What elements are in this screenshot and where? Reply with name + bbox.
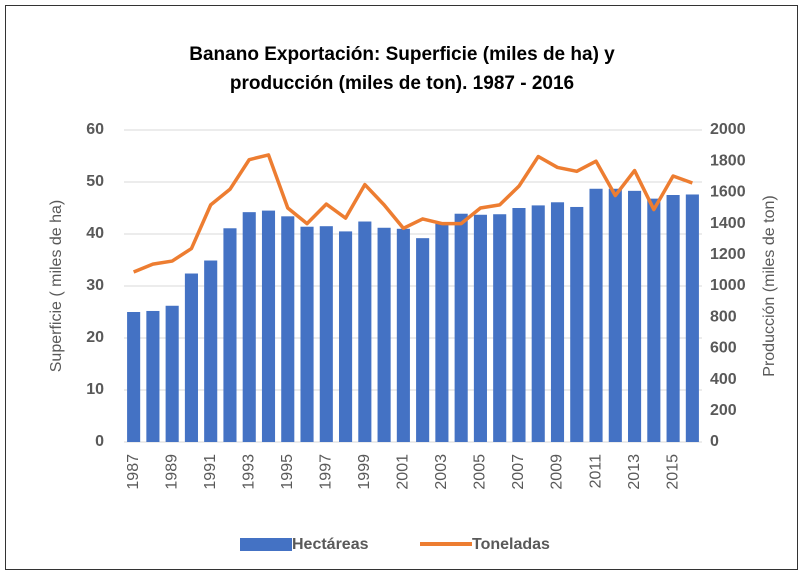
x-tick-label: 1997 (318, 454, 335, 490)
line (132, 153, 693, 274)
y2-tick-label: 200 (710, 402, 737, 419)
bar (531, 205, 545, 442)
x-tick-label: 2011 (587, 454, 604, 489)
bar (242, 212, 256, 442)
bar (358, 221, 372, 442)
x-tick-label: 2009 (549, 454, 566, 490)
x-tick-label: 2001 (395, 454, 412, 490)
x-tick-label: 2015 (664, 454, 681, 490)
bar (396, 228, 410, 442)
x-tick-label: 1993 (240, 454, 257, 490)
y-tick-label: 30 (86, 277, 104, 294)
bar (454, 213, 468, 442)
y2-tick-label: 1600 (710, 184, 746, 201)
legend-label: Hectáreas (292, 536, 369, 553)
x-tick-label: 1989 (163, 454, 180, 490)
bar (416, 238, 430, 442)
y-tick-label: 0 (95, 433, 104, 450)
bar (165, 305, 179, 442)
legend-label: Toneladas (472, 536, 550, 553)
y2-tick-label: 1200 (710, 246, 746, 263)
bar (647, 198, 661, 442)
x-tick-label: 2007 (510, 454, 527, 490)
bar (319, 226, 333, 442)
bar (589, 188, 603, 442)
y-tick-label: 40 (86, 225, 104, 242)
bar (473, 214, 487, 442)
y-tick-label: 10 (86, 381, 104, 398)
chart-frame (5, 5, 798, 570)
y2-axis-label: Producción (miles de ton) (761, 195, 778, 376)
bar (377, 227, 391, 442)
x-tick-label: 1995 (279, 454, 296, 490)
y2-tick-label: 1800 (710, 152, 746, 169)
chart-title: Banano Exportación: Superficie (miles de… (189, 44, 615, 94)
bar (512, 208, 526, 442)
legend-swatch (240, 538, 292, 551)
bar (146, 310, 160, 442)
y-axis-label: Superficie ( miles de ha) (48, 200, 65, 373)
bar (261, 210, 276, 442)
bar (204, 260, 218, 442)
bar (435, 223, 449, 442)
bar (570, 206, 584, 442)
y2-tick-label: 1400 (710, 215, 746, 232)
bar (608, 188, 622, 442)
y2-tick-label: 400 (710, 371, 737, 388)
x-tick-label: 2003 (433, 454, 450, 490)
y2-tick-label: 0 (710, 433, 719, 450)
bar (300, 226, 314, 442)
x-tick-label: 1987 (125, 454, 142, 490)
bar (281, 216, 295, 442)
bar (339, 231, 353, 442)
y2-tick-label: 1000 (710, 277, 746, 294)
y-tick-label: 50 (86, 173, 104, 190)
x-tick-label: 1991 (202, 454, 219, 490)
bar (685, 194, 699, 442)
bar (184, 273, 198, 442)
y-tick-label: 60 (86, 121, 104, 138)
bar (493, 214, 507, 442)
bar (550, 202, 565, 442)
bar (666, 195, 680, 442)
bar (127, 312, 141, 442)
bar (223, 228, 237, 442)
y2-tick-label: 800 (710, 308, 737, 325)
x-tick-label: 2005 (472, 454, 489, 490)
y2-tick-label: 600 (710, 340, 737, 357)
y2-tick-label: 2000 (710, 121, 746, 138)
bar (628, 190, 642, 442)
x-tick-label: 2013 (626, 454, 643, 490)
x-tick-label: 1999 (356, 454, 373, 490)
y-tick-label: 20 (86, 329, 104, 346)
